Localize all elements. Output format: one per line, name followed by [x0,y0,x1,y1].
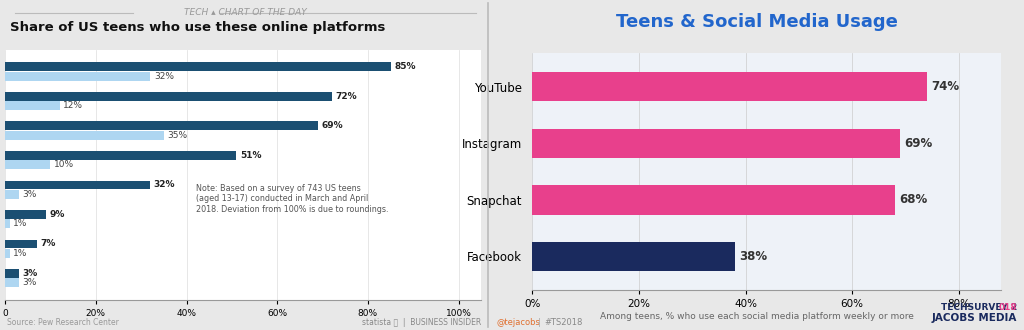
Text: @tejacobs: @tejacobs [497,318,541,327]
Bar [5,279,18,287]
Bar [5,92,332,101]
Text: 72%: 72% [335,92,357,101]
Text: 32%: 32% [154,181,175,189]
Text: 12%: 12% [63,101,83,110]
Text: 32%: 32% [154,72,174,81]
Bar [5,240,37,248]
Text: 018: 018 [998,303,1017,312]
Bar [5,101,59,110]
Text: 9%: 9% [49,210,65,219]
Text: 85%: 85% [394,62,416,71]
Bar [532,185,895,214]
Text: 3%: 3% [23,269,38,278]
Text: 10%: 10% [54,160,74,169]
Bar [5,219,9,228]
Bar [5,121,318,130]
Text: Share of US teens who use these online platforms: Share of US teens who use these online p… [10,21,386,34]
Text: statista Ⓡ  |  BUSINESS INSIDER: statista Ⓡ | BUSINESS INSIDER [362,318,481,327]
Bar [5,160,50,169]
Text: Teens & Social Media Usage: Teens & Social Media Usage [615,13,898,31]
Text: 68%: 68% [899,193,928,206]
Text: 38%: 38% [739,250,767,263]
Bar [5,181,151,189]
Text: TECHSURVEY 2: TECHSURVEY 2 [941,303,1017,312]
Text: 1%: 1% [13,219,28,228]
Text: 69%: 69% [322,121,343,130]
Text: Note: Based on a survey of 743 US teens
(aged 13-17) conducted in March and Apri: Note: Based on a survey of 743 US teens … [196,184,388,214]
Bar [5,131,164,140]
Bar [532,242,735,271]
Bar [5,249,9,258]
Text: Source: Pew Research Center: Source: Pew Research Center [7,318,119,327]
Text: 1%: 1% [13,249,28,258]
Text: #TS2018: #TS2018 [545,318,583,327]
Text: |: | [538,318,541,327]
Text: 74%: 74% [931,80,959,93]
Text: 51%: 51% [240,151,261,160]
Bar [532,72,927,101]
Text: JACOBS MEDIA: JACOBS MEDIA [932,314,1017,323]
Bar [5,62,390,71]
Text: TECH ▴ CHART OF THE DAY: TECH ▴ CHART OF THE DAY [184,8,307,17]
Bar [5,190,18,199]
Text: 3%: 3% [23,190,37,199]
Text: 3%: 3% [23,279,37,287]
Text: Among teens, % who use each social media platform weekly or more: Among teens, % who use each social media… [600,312,913,321]
Bar [532,129,900,158]
Bar [5,269,18,278]
Text: 7%: 7% [41,240,56,248]
Bar [5,210,46,219]
Bar [5,72,151,81]
Text: 35%: 35% [168,131,187,140]
Bar [5,151,237,160]
Text: 69%: 69% [904,137,933,150]
